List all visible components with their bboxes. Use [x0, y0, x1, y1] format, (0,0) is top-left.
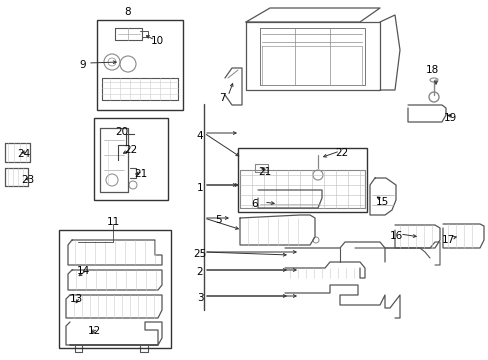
Text: 24: 24 — [18, 149, 31, 159]
Text: 9: 9 — [80, 60, 86, 70]
Text: 8: 8 — [124, 7, 131, 17]
Text: 22: 22 — [124, 145, 137, 155]
Text: 5: 5 — [214, 215, 221, 225]
Text: 16: 16 — [388, 231, 402, 241]
Text: 22: 22 — [335, 148, 348, 158]
Text: 20: 20 — [115, 127, 128, 137]
Text: 1: 1 — [196, 183, 203, 193]
Text: 3: 3 — [196, 293, 203, 303]
Text: 25: 25 — [193, 249, 206, 259]
Text: 21: 21 — [258, 167, 271, 177]
Text: 12: 12 — [87, 326, 101, 336]
Bar — [97, 20, 183, 110]
Text: 17: 17 — [441, 235, 454, 245]
Text: 6: 6 — [251, 199, 258, 209]
Text: 19: 19 — [443, 113, 456, 123]
Bar — [238, 148, 366, 212]
Text: 23: 23 — [21, 175, 35, 185]
Text: 13: 13 — [69, 294, 82, 304]
Text: 7: 7 — [218, 93, 225, 103]
Text: 2: 2 — [196, 267, 203, 277]
Text: 15: 15 — [375, 197, 388, 207]
Text: 14: 14 — [76, 266, 89, 276]
Text: 18: 18 — [425, 65, 438, 75]
Bar — [59, 230, 171, 348]
Bar — [94, 118, 168, 200]
Text: 21: 21 — [134, 169, 147, 179]
Text: 4: 4 — [196, 131, 203, 141]
Text: 10: 10 — [150, 36, 163, 46]
Text: 11: 11 — [106, 217, 120, 227]
